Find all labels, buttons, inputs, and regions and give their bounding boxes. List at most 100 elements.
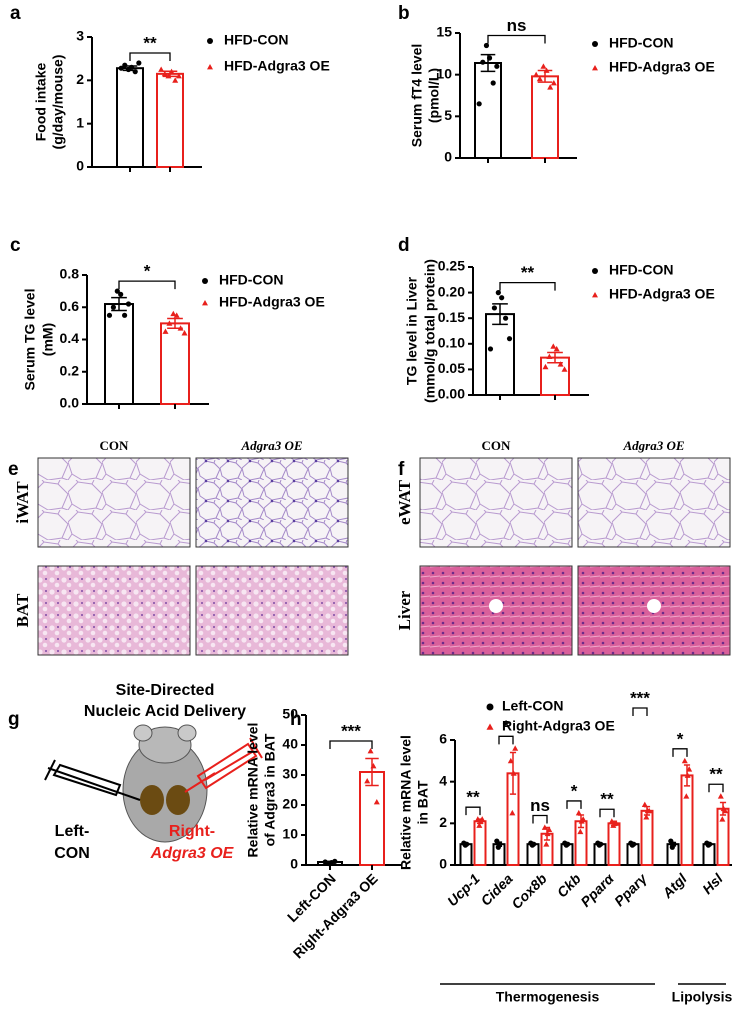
significance-label: * [503,717,510,736]
column-label: CON [482,438,512,453]
mouse-ear [133,724,153,742]
point [177,325,184,331]
histology-image [37,565,191,656]
x-tick-label: Hsl [699,870,727,898]
point [373,799,380,805]
point [106,312,113,318]
point [577,828,584,835]
y-tick-label: 0.25 [438,258,465,274]
mouse-head [138,726,192,764]
point [550,80,557,86]
y-axis-label: Serum TG level [22,289,38,391]
point [681,757,688,764]
point [476,101,482,107]
point [592,268,598,274]
point [684,772,691,778]
point [136,60,142,66]
bar [116,67,144,168]
legend-label: HFD-CON [609,262,674,278]
point [506,336,513,342]
significance-bracket [465,806,481,816]
y-axis-label: Food intake [33,63,49,142]
point [480,59,486,65]
significance-label: ** [709,765,723,784]
point [491,305,497,311]
point [544,830,551,837]
point [370,763,377,769]
point [364,778,371,784]
point [510,770,517,776]
significance-bracket [566,800,582,809]
point [172,77,179,83]
point [207,64,213,70]
diagram-title: Site-Directed [116,682,215,699]
y-tick-label: 2 [76,71,84,87]
point [608,818,615,824]
y-axis-label: TG level in Liver [404,276,420,385]
point [122,62,128,68]
point [641,801,648,807]
y-tick-label: 0.8 [60,266,80,282]
point [536,75,543,82]
point [173,312,180,318]
y-tick-label: 0 [444,149,452,165]
significance-bracket [632,707,648,716]
histology-image [37,457,191,548]
point [499,295,505,301]
point [613,820,620,826]
y-tick-label: 2 [439,814,447,830]
error-bar [111,296,127,312]
point [717,793,724,799]
point [202,300,208,306]
point [561,366,568,372]
significance-label: ** [600,790,614,809]
legend-label: HFD-Adgra3 OE [609,286,715,302]
significance-label: ** [466,788,480,807]
point [553,345,560,352]
legend-label: HFD-Adgra3 OE [219,294,325,310]
histology-image [577,457,731,548]
point [528,840,534,846]
column-label: Adgra3 OE [240,438,302,453]
y-axis-label: (pmol/L) [426,68,442,123]
y-tick-label: 0 [76,158,84,174]
bar [680,774,694,867]
point [175,73,182,79]
point [512,745,519,751]
point [668,838,674,844]
panel-label: d [398,235,410,256]
y-tick-label: 6 [439,731,447,747]
y-tick-label: 15 [436,24,452,40]
significance-label: *** [341,721,361,740]
x-tick-label: Cox8b [508,870,550,912]
point [592,292,598,298]
y-tick-label: 0.20 [438,283,465,299]
vessel [647,599,661,613]
legend-marker [486,703,494,711]
significance-label: ns [507,16,527,35]
significance-bracket [118,280,176,290]
significance-label: * [571,781,578,800]
y-tick-label: 0.0 [60,395,80,411]
mouse-ear [177,724,197,742]
vessel [489,599,503,613]
group-label: Thermogenesis [496,989,600,1005]
point [546,826,553,832]
point [533,71,540,78]
syringe-right [184,737,263,793]
point [487,346,494,352]
point [595,840,601,846]
y-tick-label: 1 [76,114,84,130]
point [490,80,496,86]
y-axis-label: (mM) [40,323,56,356]
legend-marker [486,723,494,730]
point [181,330,188,336]
y-axis-label: (mmol/g total protein) [422,259,438,403]
legend-label: HFD-CON [224,32,289,48]
point [580,816,587,822]
significance-bracket [498,735,514,745]
point [557,361,564,367]
y-tick-label: 10 [282,826,298,842]
point [592,65,598,71]
panel-label: c [10,235,21,256]
